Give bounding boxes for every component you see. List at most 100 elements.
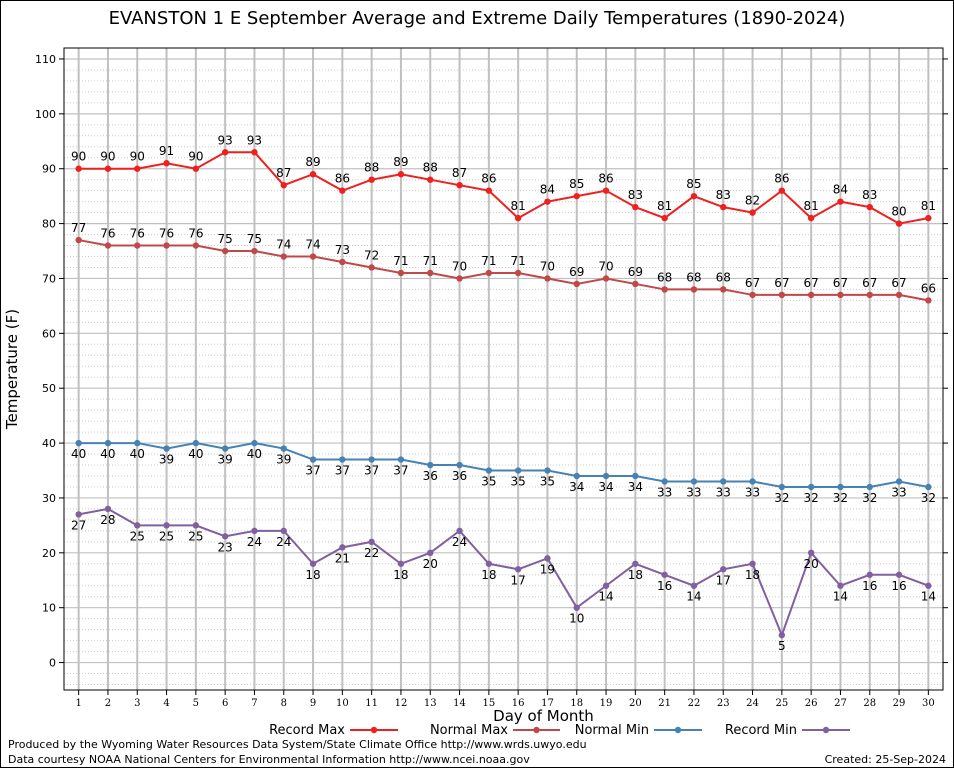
- normal-min-point: [339, 456, 346, 463]
- record-min-point: [368, 538, 375, 546]
- record-max-data-label: 85: [686, 177, 701, 191]
- record-min-point: [309, 560, 317, 567]
- record-min-point: [661, 571, 668, 578]
- x-tick-label: 28: [863, 698, 876, 709]
- x-tick-label: 24: [746, 698, 759, 709]
- legend-marker-normal-min: [674, 726, 682, 734]
- x-tick-label: 7: [251, 698, 257, 709]
- record-max-data-label: 90: [188, 150, 203, 164]
- legend: Record Max Normal Max Normal Min Record Min: [269, 723, 850, 738]
- record-min-point: [514, 566, 522, 573]
- record-max-point: [749, 209, 756, 216]
- normal-max-point: [75, 236, 82, 244]
- normal-min-data-label: 35: [540, 475, 555, 489]
- x-tick-label: 30: [922, 698, 935, 709]
- record-min-point: [925, 582, 932, 589]
- record-max-series: 90 90 90 91 90 93 93 87 89 86 88 89 88 87 86 81 84 85 86 83…: [71, 133, 936, 227]
- record-max-data-label: 86: [481, 172, 496, 186]
- y-axis-label: Temperature (F): [3, 309, 21, 430]
- record-min-data-label: 21: [335, 551, 350, 565]
- record-min-data-label: 20: [423, 557, 438, 571]
- normal-min-data-label: 32: [862, 491, 877, 505]
- y-tick-label: 80: [42, 218, 56, 231]
- normal-min-data-label: 33: [891, 485, 906, 499]
- record-max-line: [78, 151, 929, 225]
- record-min-data-label: 18: [305, 568, 320, 582]
- record-max-data-label: 85: [569, 177, 584, 191]
- normal-min-data-label: 34: [598, 480, 613, 494]
- normal-min-point: [397, 456, 405, 463]
- record-min-data-label: 5: [778, 639, 786, 653]
- record-max-data-label: 86: [335, 172, 350, 186]
- record-min-data-label: 27: [71, 518, 86, 532]
- record-max-point: [895, 220, 903, 227]
- record-min-point: [807, 549, 815, 557]
- record-min-data-label: 25: [188, 529, 203, 543]
- plot-border: [63, 47, 944, 691]
- record-min-point: [632, 560, 639, 567]
- normal-max-point: [690, 286, 698, 293]
- record-min-data-label: 10: [569, 612, 584, 626]
- record-max-data-label: 84: [540, 183, 555, 197]
- record-min-data-label: 17: [716, 573, 731, 587]
- normal-max-data-label: 68: [716, 270, 731, 284]
- normal-min-data-label: 40: [71, 447, 86, 461]
- x-tick-label: 18: [570, 698, 583, 709]
- normal-max-data-label: 70: [452, 259, 467, 273]
- record-min-data-label: 16: [891, 579, 906, 593]
- record-max-point: [280, 181, 287, 189]
- normal-max-data-label: 69: [569, 265, 584, 279]
- normal-min-data-label: 40: [100, 447, 115, 461]
- record-max-data-label: 87: [276, 166, 291, 180]
- legend-label-record-max: Record Max: [269, 723, 345, 738]
- normal-max-data-label: 67: [862, 276, 877, 290]
- record-min-point: [163, 522, 170, 529]
- record-min-data-label: 25: [130, 529, 145, 543]
- normal-min-point: [925, 483, 932, 491]
- y-tick-label: 100: [35, 108, 56, 121]
- x-tick-label: 14: [453, 698, 466, 709]
- normal-max-data-label: 68: [686, 270, 701, 284]
- record-max-data-label: 81: [921, 199, 936, 213]
- normal-max-point: [544, 275, 551, 282]
- normal-min-data-label: 40: [130, 447, 145, 461]
- normal-min-data-label: 37: [335, 464, 350, 478]
- record-min-line: [78, 507, 929, 638]
- record-max-point: [573, 192, 580, 200]
- normal-min-data-label: 39: [159, 453, 174, 467]
- normal-max-data-label: 76: [159, 227, 174, 241]
- record-min-data-label: 23: [218, 540, 233, 554]
- normal-max-data-label: 76: [130, 227, 145, 241]
- normal-max-point: [368, 264, 375, 271]
- normal-max-point: [895, 291, 903, 299]
- x-tick-label: 3: [134, 698, 140, 709]
- record-min-point: [104, 505, 112, 513]
- normal-max-data-label: 74: [276, 238, 291, 252]
- normal-min-data-label: 32: [921, 491, 936, 505]
- normal-min-data-label: 35: [511, 475, 526, 489]
- record-min-point: [75, 511, 82, 518]
- record-min-data-label: 18: [393, 568, 408, 582]
- normal-min-point: [427, 461, 434, 469]
- record-min-point: [749, 560, 756, 567]
- record-min-series: 27 28 25 25 25 23 24 24 18 21 22 18 20 24 18 17 19 10 14 18…: [71, 505, 936, 653]
- x-tick-label: 27: [834, 698, 847, 709]
- record-min-point: [221, 533, 229, 540]
- record-min-data-label: 20: [804, 557, 819, 571]
- record-min-data-label: 22: [364, 546, 379, 560]
- normal-min-point: [895, 478, 903, 485]
- record-max-point: [427, 176, 434, 183]
- normal-max-point: [837, 291, 844, 299]
- normal-max-point: [251, 247, 258, 255]
- normal-min-data-label: 33: [745, 485, 760, 499]
- normal-max-point: [339, 258, 346, 266]
- normal-min-data-label: 36: [452, 469, 467, 483]
- normal-min-point: [749, 478, 756, 485]
- normal-max-data-label: 71: [423, 254, 438, 268]
- record-max-data-label: 88: [364, 161, 379, 175]
- x-axis-label: Day of Month: [493, 707, 594, 725]
- normal-min-point: [104, 439, 112, 447]
- record-max-data-label: 81: [657, 199, 672, 213]
- record-max-data-label: 87: [452, 166, 467, 180]
- record-max-point: [661, 214, 668, 222]
